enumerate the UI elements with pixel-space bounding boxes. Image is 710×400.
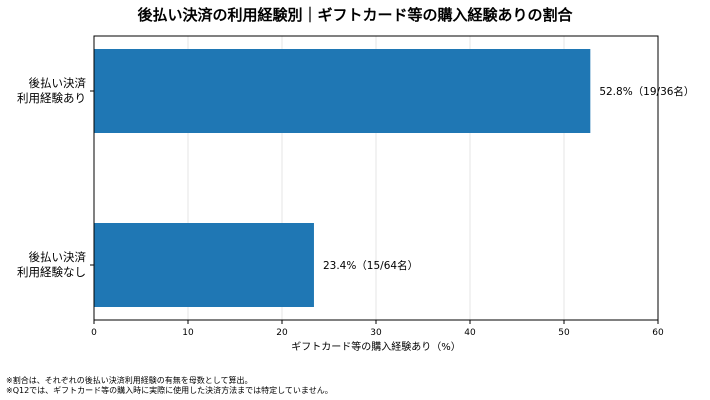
data-label: 23.4%（15/64名） [323, 259, 418, 272]
x-axis-ticks: 0 10 20 30 40 50 60 [91, 320, 664, 338]
data-labels: 52.8%（19/36名） 23.4%（15/64名） [323, 85, 694, 272]
x-tick-label: 30 [370, 328, 382, 338]
x-axis-label: ギフトカード等の購入経験あり（%） [291, 340, 461, 353]
footnote-2: ※Q12では、ギフトカード等の購入時に実際に使用した決済方法までは特定していませ… [6, 386, 333, 395]
category-label: 後払い決済利用経験なし [17, 250, 86, 279]
data-label: 52.8%（19/36名） [599, 85, 694, 98]
x-tick-label: 50 [558, 328, 570, 338]
x-tick-label: 60 [652, 328, 664, 338]
x-tick-label: 0 [91, 328, 97, 338]
x-tick-label: 10 [182, 328, 194, 338]
bar [94, 49, 591, 133]
chart-title: 後払い決済の利用経験別｜ギフトカード等の購入経験ありの割合 [137, 6, 573, 24]
footnote-1: ※割合は、それぞれの後払い決済利用経験の有無を母数として算出。 [6, 376, 253, 385]
x-tick-label: 20 [276, 328, 288, 338]
category-label: 後払い決済利用経験あり [17, 76, 86, 105]
x-tick-label: 40 [464, 328, 476, 338]
bars [94, 49, 591, 307]
bar [94, 223, 314, 307]
